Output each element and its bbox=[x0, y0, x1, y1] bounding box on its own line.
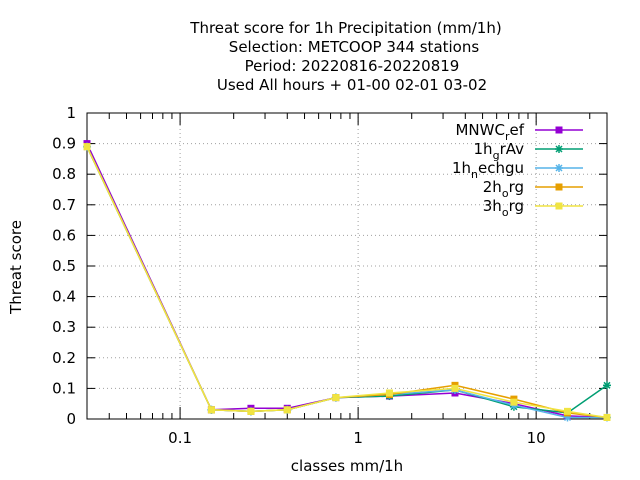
data-point bbox=[385, 389, 393, 397]
legend-entry: MNWCref bbox=[455, 121, 583, 143]
y-tick-label: 0.7 bbox=[52, 196, 76, 214]
legend-entry: 1hgrAv bbox=[474, 140, 583, 162]
y-tick-label: 0.5 bbox=[52, 257, 76, 275]
legend-entry: 1hnechgu bbox=[452, 159, 583, 181]
series-3h_org bbox=[83, 143, 611, 421]
x-axis-label: classes mm/1h bbox=[291, 457, 403, 475]
data-point bbox=[83, 143, 91, 151]
series-line bbox=[86, 143, 608, 419]
y-tick-label: 0.6 bbox=[52, 226, 76, 244]
series-1h_grAv bbox=[83, 142, 611, 417]
y-tick-label: 1 bbox=[66, 104, 76, 122]
series-line bbox=[86, 146, 607, 419]
series-line bbox=[86, 146, 608, 419]
legend-swatch-marker bbox=[555, 202, 563, 210]
data-point bbox=[451, 384, 459, 392]
legend-label: 1hnechgu bbox=[452, 159, 524, 181]
y-tick-label: 0.9 bbox=[52, 135, 76, 153]
y-tick-label: 0.3 bbox=[52, 318, 76, 336]
legend-label: 1hgrAv bbox=[474, 140, 525, 162]
y-tick-label: 0.8 bbox=[52, 165, 76, 183]
marker-stroke bbox=[555, 145, 563, 153]
legend-swatch-marker bbox=[555, 145, 563, 153]
x-tick-label: 10 bbox=[527, 429, 546, 447]
title-line-4: Used All hours + 01-00 02-01 03-02 bbox=[217, 76, 487, 94]
marker-stroke bbox=[555, 164, 563, 172]
title-line-2: Selection: METCOOP 344 stations bbox=[229, 38, 480, 56]
legend-label: 2horg bbox=[483, 178, 524, 200]
series-line bbox=[86, 146, 608, 414]
plot-frame bbox=[86, 112, 608, 420]
series-1h_nechgu bbox=[83, 142, 611, 422]
legend-swatch-marker bbox=[555, 164, 563, 172]
marker-stroke bbox=[603, 381, 611, 389]
x-tick-label: 0.1 bbox=[168, 429, 192, 447]
grid bbox=[87, 113, 607, 419]
y-tick-label: 0.2 bbox=[52, 349, 76, 367]
data-point bbox=[283, 406, 291, 414]
legend-label: 3horg bbox=[483, 197, 524, 219]
title-line-3: Period: 20220816-20220819 bbox=[245, 57, 460, 75]
data-point bbox=[603, 413, 611, 421]
data-point bbox=[564, 407, 572, 415]
y-axis-label: Threat score bbox=[7, 220, 25, 315]
data-point bbox=[207, 406, 215, 414]
y-tick-label: 0.1 bbox=[52, 379, 76, 397]
legend-entry: 3horg bbox=[483, 197, 583, 219]
series-line bbox=[86, 146, 608, 419]
series-MNWC_ref bbox=[83, 140, 611, 421]
chart-title: Threat score for 1h Precipitation (mm/1h… bbox=[189, 19, 501, 94]
x-tick-label: 1 bbox=[353, 429, 363, 447]
series-lines bbox=[83, 140, 611, 422]
y-tick-label: 0 bbox=[66, 410, 76, 428]
data-point bbox=[332, 394, 340, 402]
data-point bbox=[510, 398, 518, 406]
data-point bbox=[603, 381, 611, 390]
y-tick-label: 0.4 bbox=[52, 288, 76, 306]
title-line-1: Threat score for 1h Precipitation (mm/1h… bbox=[189, 19, 501, 37]
series-2h_org bbox=[83, 143, 611, 421]
data-point bbox=[247, 407, 255, 415]
legend-swatch-marker bbox=[555, 126, 563, 134]
axes: 0 0.1 0.2 0.3 0.4 0.5 0.6 0.7 0.8 0.9 1 0.1 1 10 bbox=[52, 104, 608, 447]
legend-entry: 2horg bbox=[483, 178, 583, 200]
legend-swatch-marker bbox=[555, 183, 563, 191]
legend-label: MNWCref bbox=[455, 121, 524, 143]
